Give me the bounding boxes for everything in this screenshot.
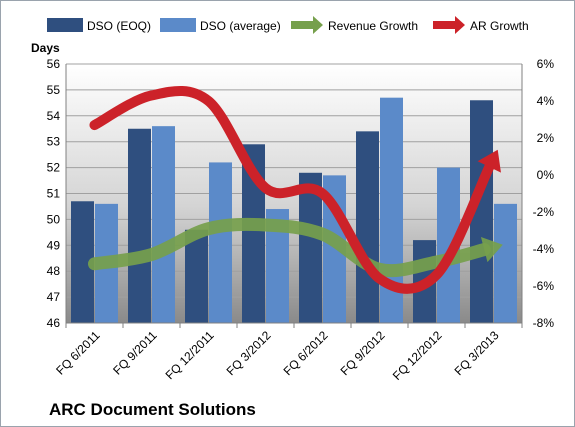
y2-tick-label: -6% [533, 279, 555, 293]
legend-label-dso-average: DSO (average) [200, 19, 281, 33]
bar-dso-eoq [185, 229, 208, 323]
legend-swatch-dso-eoq [47, 18, 83, 32]
x-tick-label: FQ 9/2012 [338, 328, 388, 378]
y-tick-label: 55 [47, 83, 61, 97]
bar-dso-eoq [299, 172, 322, 323]
arrowhead-ar-growth [477, 149, 501, 173]
bar-dso-average [494, 203, 517, 323]
y-tick-label: 53 [47, 135, 61, 149]
x-tick-label: FQ 12/2011 [163, 328, 217, 382]
y-tick-label: 46 [47, 316, 61, 330]
bars [71, 97, 517, 323]
x-tick-label: FQ 12/2012 [390, 328, 445, 383]
legend-item-ar-growth: AR Growth [433, 16, 529, 34]
y-tick-labels: 46 47 48 49 50 51 52 53 54 55 56 [47, 57, 61, 330]
bar-dso-average [152, 126, 175, 323]
bar-dso-average [266, 209, 289, 323]
y-tick-label: 47 [47, 290, 61, 304]
y-tick-label: 48 [47, 264, 61, 278]
x-tick-label: FQ 3/2013 [452, 328, 502, 378]
legend-item-dso-average: DSO (average) [160, 18, 281, 33]
legend-arrow-revenue-growth [291, 16, 323, 34]
x-tick-label: FQ 9/2011 [110, 328, 160, 378]
chart-title: ARC Document Solutions [49, 400, 256, 419]
growth-lines [88, 85, 503, 294]
legend-swatch-dso-average [160, 18, 196, 32]
y-tick-label: 54 [47, 109, 61, 123]
y-tick-label: 49 [47, 238, 61, 252]
x-tick-labels: FQ 6/2011 FQ 9/2011 FQ 12/2011 FQ 3/2012 FQ … [53, 328, 502, 383]
y2-tick-label: 4% [537, 94, 555, 108]
bar-dso-eoq [356, 131, 379, 323]
x-tick-label: FQ 6/2012 [281, 328, 331, 378]
y2-tick-label: 2% [537, 131, 555, 145]
legend-arrow-ar-growth [433, 16, 465, 34]
legend-item-revenue-growth: Revenue Growth [291, 16, 418, 34]
y2-tick-label: -4% [533, 242, 555, 256]
bar-dso-eoq [71, 201, 94, 323]
legend-label-ar-growth: AR Growth [470, 19, 529, 33]
legend-label-revenue-growth: Revenue Growth [328, 19, 418, 33]
x-tick-label: FQ 3/2012 [224, 328, 274, 378]
y-axis-label: Days [31, 41, 60, 55]
y-tick-label: 56 [47, 57, 61, 71]
y2-tick-label: 6% [537, 57, 555, 71]
axes [65, 64, 523, 328]
legend: DSO (EOQ) DSO (average) Revenue Growth A… [47, 16, 529, 34]
x-tick-label: FQ 6/2011 [53, 328, 103, 378]
line-ar-growth [89, 85, 495, 294]
bar-dso-eoq [128, 128, 151, 323]
bar-dso-average [209, 162, 232, 323]
y2-tick-labels: -8% -6% -4% -2% 0% 2% 4% 6% [533, 57, 555, 330]
y-tick-label: 52 [47, 161, 61, 175]
y2-tick-label: -2% [533, 205, 555, 219]
bar-dso-average [437, 167, 460, 323]
y2-tick-label: 0% [537, 168, 555, 182]
y2-tick-label: -8% [533, 316, 555, 330]
line-revenue-growth [88, 217, 491, 278]
arrowhead-revenue-growth [480, 236, 503, 263]
y-tick-label: 51 [47, 187, 61, 201]
y-tick-label: 50 [47, 212, 61, 226]
legend-label-dso-eoq: DSO (EOQ) [87, 19, 151, 33]
legend-item-dso-eoq: DSO (EOQ) [47, 18, 151, 33]
